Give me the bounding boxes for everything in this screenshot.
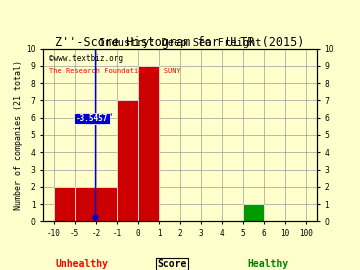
- Text: Unhealthy: Unhealthy: [55, 259, 108, 269]
- Bar: [138, 66, 159, 221]
- Text: Score: Score: [157, 259, 186, 269]
- Text: Industry: Deep Sea Freight: Industry: Deep Sea Freight: [99, 38, 261, 48]
- Title: Z''-Score Histogram for ULTR (2015): Z''-Score Histogram for ULTR (2015): [55, 36, 305, 49]
- Text: Healthy: Healthy: [247, 259, 288, 269]
- Bar: [75, 187, 117, 221]
- Bar: [117, 100, 138, 221]
- Bar: [243, 204, 264, 221]
- Text: The Research Foundation of SUNY: The Research Foundation of SUNY: [49, 68, 180, 74]
- Y-axis label: Number of companies (21 total): Number of companies (21 total): [14, 60, 23, 210]
- Bar: [54, 187, 75, 221]
- Text: -3.5457: -3.5457: [76, 114, 108, 123]
- Text: ©www.textbiz.org: ©www.textbiz.org: [49, 54, 123, 63]
